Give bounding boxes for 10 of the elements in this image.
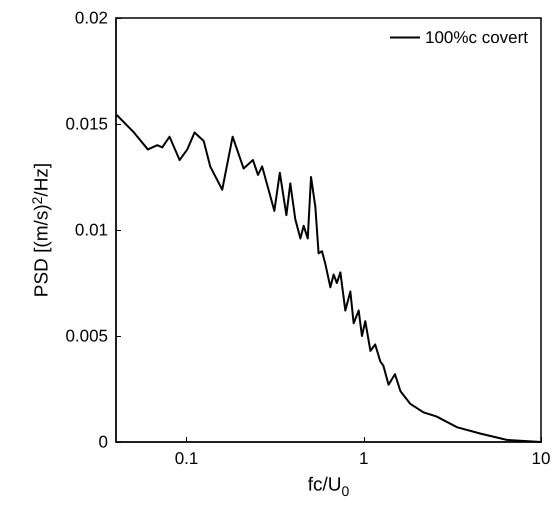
legend-label: 100%c covert [425, 28, 528, 47]
y-tick-label: 0.01 [74, 220, 108, 240]
x-tick-label: 1 [359, 449, 368, 468]
x-tick-label: 0.1 [174, 449, 198, 468]
y-tick-label: 0.02 [74, 8, 108, 28]
y-axis-title: PSD [(m/s)2/Hz] [29, 162, 52, 298]
y-tick-label: 0.005 [65, 326, 108, 346]
y-tick-label: 0.015 [65, 114, 108, 134]
x-tick-label: 10 [532, 449, 550, 468]
y-tick-label: 0 [98, 432, 108, 452]
